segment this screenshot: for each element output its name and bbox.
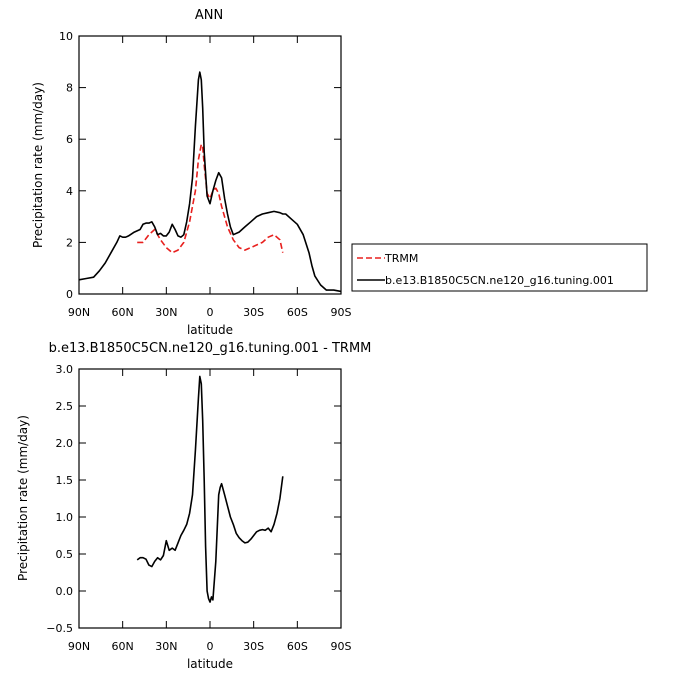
bottom-chart-title: b.e13.B1850C5CN.ne120_g16.tuning.001 - T… (49, 341, 372, 356)
bottom-x-tick-label: 30S (243, 640, 264, 653)
bottom-y-tick-label: −0.5 (46, 622, 73, 635)
top-y-tick-label: 4 (66, 185, 73, 198)
top-series-line-trmm (137, 143, 284, 254)
top-x-tick-label: 60S (287, 306, 308, 319)
top-y-tick-label: 10 (59, 30, 73, 43)
bottom-series (136, 375, 284, 603)
legend-label-trmm: TRMM (384, 252, 418, 265)
bottom-x-ticks: 90N 60N 30N 0 30S 60S 90S (68, 369, 352, 653)
top-x-tick-label: 90S (331, 306, 352, 319)
legend: TRMM b.e13.B1850C5CN.ne120_g16.tuning.00… (351, 243, 648, 292)
bottom-series-line-difference (136, 375, 284, 603)
top-x-tick-label: 30S (243, 306, 264, 319)
bottom-y-tick-label: 0.5 (56, 548, 74, 561)
bottom-x-tick-label: 0 (207, 640, 214, 653)
bottom-x-tick-label: 60S (287, 640, 308, 653)
top-chart-plot-frame (78, 35, 342, 295)
top-y-tick-label: 2 (66, 236, 73, 249)
top-chart-title: ANN (195, 8, 223, 23)
bottom-y-tick-label: 2.0 (56, 437, 74, 450)
top-x-tick-label: 0 (207, 306, 214, 319)
bottom-y-tick-label: 1.0 (56, 511, 74, 524)
top-x-tick-label: 90N (68, 306, 90, 319)
top-y-axis-label: Precipitation rate (mm/day) (31, 82, 45, 248)
bottom-x-tick-label: 90S (331, 640, 352, 653)
bottom-y-tick-label: 3.0 (56, 363, 74, 376)
bottom-x-tick-label: 60N (112, 640, 134, 653)
bottom-y-tick-label: 0.0 (56, 585, 74, 598)
legend-box (351, 243, 648, 292)
bottom-x-tick-label: 30N (155, 640, 177, 653)
top-x-ticks: 90N 60N 30N 0 30S 60S 90S (68, 36, 352, 319)
top-y-tick-label: 0 (66, 288, 73, 301)
bottom-chart-plot-frame (78, 368, 342, 629)
top-series-line-model (78, 71, 342, 293)
bottom-y-axis-label: Precipitation rate (mm/day) (16, 415, 30, 581)
bottom-y-ticks: −0.5 0.0 0.5 1.0 1.5 2.0 2.5 3.0 (46, 363, 341, 635)
legend-label-model: b.e13.B1850C5CN.ne120_g16.tuning.001 (385, 274, 614, 287)
top-y-tick-label: 8 (66, 82, 73, 95)
top-series (78, 71, 342, 293)
top-y-tick-label: 6 (66, 133, 73, 146)
top-y-ticks: 0 2 4 6 8 10 (59, 30, 341, 301)
top-x-tick-label: 30N (155, 306, 177, 319)
bottom-x-axis-label: latitude (187, 657, 233, 671)
bottom-chart-panel: b.e13.B1850C5CN.ne120_g16.tuning.001 - T… (16, 341, 371, 671)
bottom-x-tick-label: 90N (68, 640, 90, 653)
top-x-axis-label: latitude (187, 323, 233, 337)
top-x-tick-label: 60N (112, 306, 134, 319)
bottom-y-tick-label: 1.5 (56, 474, 74, 487)
bottom-y-tick-label: 2.5 (56, 400, 74, 413)
top-chart-panel: ANN 0 2 4 6 8 10 90N 60N 30N 0 30S 60S 90S latitude… (31, 8, 352, 337)
